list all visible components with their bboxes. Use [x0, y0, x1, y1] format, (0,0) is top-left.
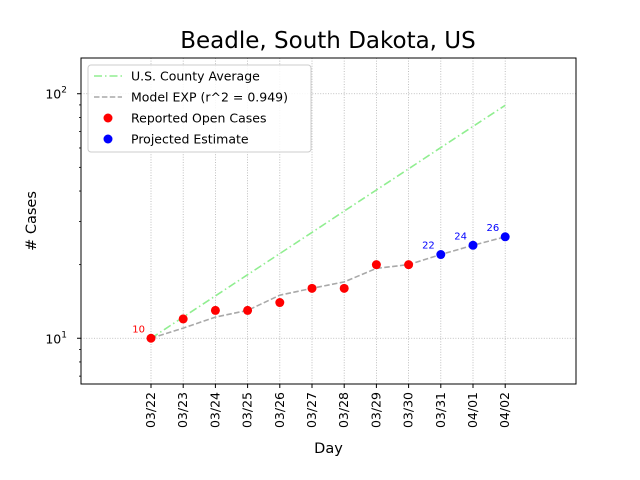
legend-entry: Reported Open Cases — [131, 111, 267, 126]
data-point — [146, 333, 156, 343]
data-label: 24 — [454, 231, 467, 242]
data-point — [404, 260, 414, 270]
x-tick-label: 03/22 — [143, 392, 158, 428]
grid — [81, 58, 576, 384]
series-line — [150, 236, 506, 340]
data-point — [275, 298, 285, 308]
legend-swatch — [103, 134, 113, 144]
x-tick-label: 03/23 — [175, 392, 190, 428]
data-point — [339, 283, 349, 293]
x-tick-label: 03/28 — [336, 392, 351, 428]
legend: U.S. County Average Model EXP (r^2 = 0.94… — [87, 64, 312, 153]
series-layer: 10 22 24 26 — [132, 104, 510, 343]
data-point — [371, 260, 381, 270]
legend-box — [87, 64, 312, 153]
series-line — [150, 104, 506, 339]
data-point — [243, 305, 253, 315]
x-tick-label: 03/25 — [240, 392, 255, 428]
chart-title: Beadle, South Dakota, US — [180, 28, 476, 54]
axis-ticks: 03/22 03/23 03/24 03/25 03/26 03/27 03/28 03/29… — [45, 86, 512, 428]
data-point — [210, 305, 220, 315]
data-label: 22 — [422, 241, 435, 252]
data-point — [307, 283, 317, 293]
legend-entry: Model EXP (r^2 = 0.949) — [131, 90, 288, 105]
y-tick-label: 102 — [45, 86, 67, 102]
data-point — [468, 240, 478, 250]
x-tick-label: 03/31 — [433, 392, 448, 428]
x-tick-label: 03/24 — [207, 392, 222, 428]
x-tick-label: 03/27 — [304, 392, 319, 428]
x-axis-label: Day — [314, 441, 343, 457]
x-tick-label: 04/01 — [465, 392, 480, 428]
legend-entry: U.S. County Average — [131, 69, 260, 84]
data-point — [500, 232, 510, 242]
legend-swatch — [103, 113, 113, 123]
data-label: 10 — [132, 324, 145, 335]
x-tick-label: 03/30 — [401, 392, 416, 428]
x-tick-label: 04/02 — [497, 392, 512, 428]
legend-entry: Projected Estimate — [131, 132, 249, 147]
x-tick-label: 03/29 — [368, 392, 383, 428]
plot-area-frame — [80, 57, 577, 385]
data-label: 26 — [486, 223, 499, 234]
y-tick-label: 101 — [45, 330, 67, 346]
data-point — [436, 250, 446, 260]
y-axis-label: # Cases — [24, 191, 40, 251]
x-tick-label: 03/26 — [272, 392, 287, 428]
data-point — [178, 314, 188, 324]
